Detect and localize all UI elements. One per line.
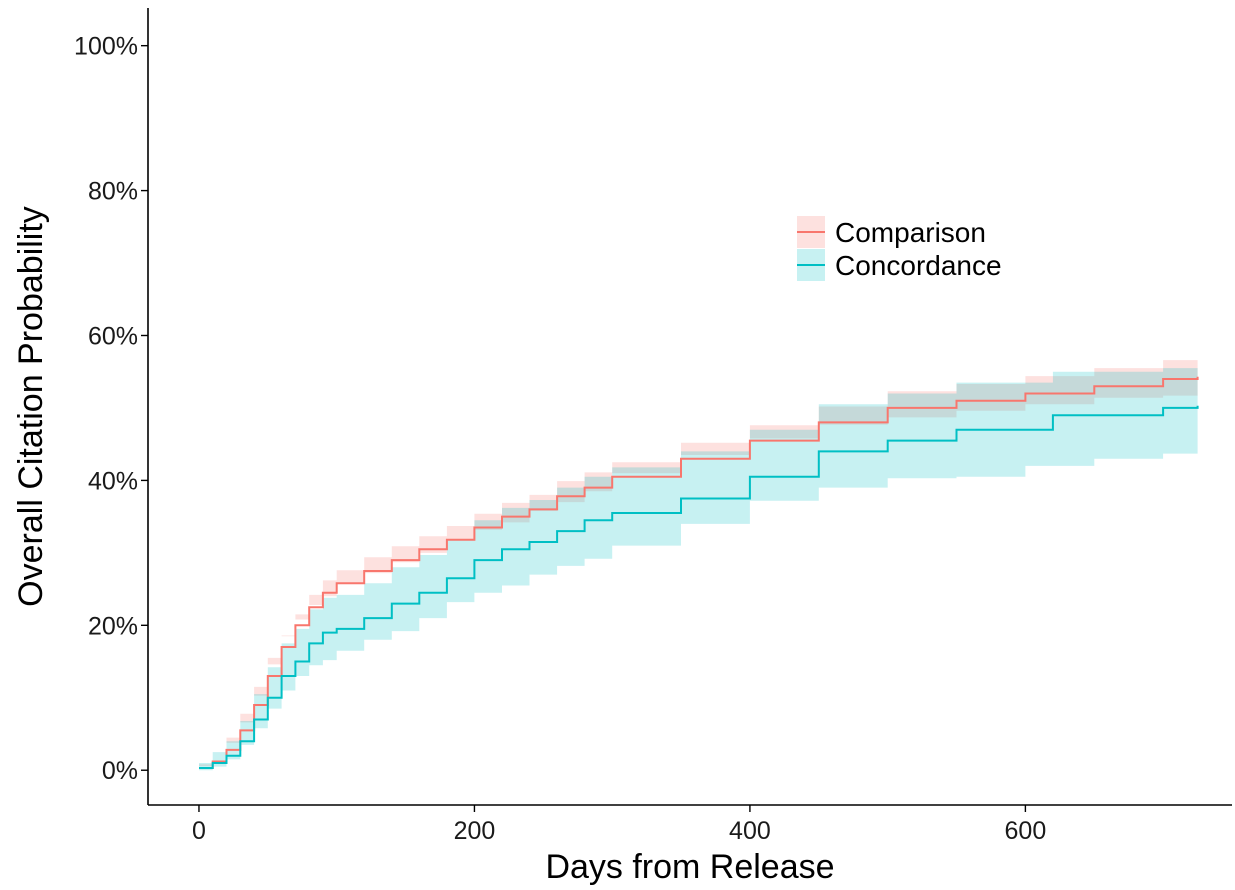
y-tick-label: 0% [102,757,138,785]
x-tick-label: 0 [192,817,206,845]
x-tick-label: 200 [454,817,496,845]
legend-item-comparison: Comparison [797,216,986,248]
legend-item-concordance: Concordance [797,249,1002,281]
y-tick-label: 100% [74,33,138,61]
confidence-band-concordance [199,366,1198,771]
confidence-bands [199,358,1198,771]
x-axis-title: Days from Release [545,848,834,886]
series-line-comparison [199,376,1199,769]
legend-label: Comparison [835,217,986,248]
y-ticks: 0% 20% 40% 60% 80% 100% [74,33,148,785]
y-tick-label: 40% [88,467,138,495]
series-line-concordance [199,405,1199,769]
y-axis-title: Overall Citation Probability [12,206,50,607]
y-tick-label: 80% [88,178,138,206]
x-tick-label: 600 [1005,817,1047,845]
legend-label: Concordance [835,250,1002,281]
axes [147,8,1232,806]
y-tick-label: 60% [88,322,138,350]
x-ticks: 0 200 400 600 [192,805,1046,845]
y-tick-label: 20% [88,612,138,640]
x-tick-label: 400 [729,817,771,845]
series-lines [199,376,1199,769]
